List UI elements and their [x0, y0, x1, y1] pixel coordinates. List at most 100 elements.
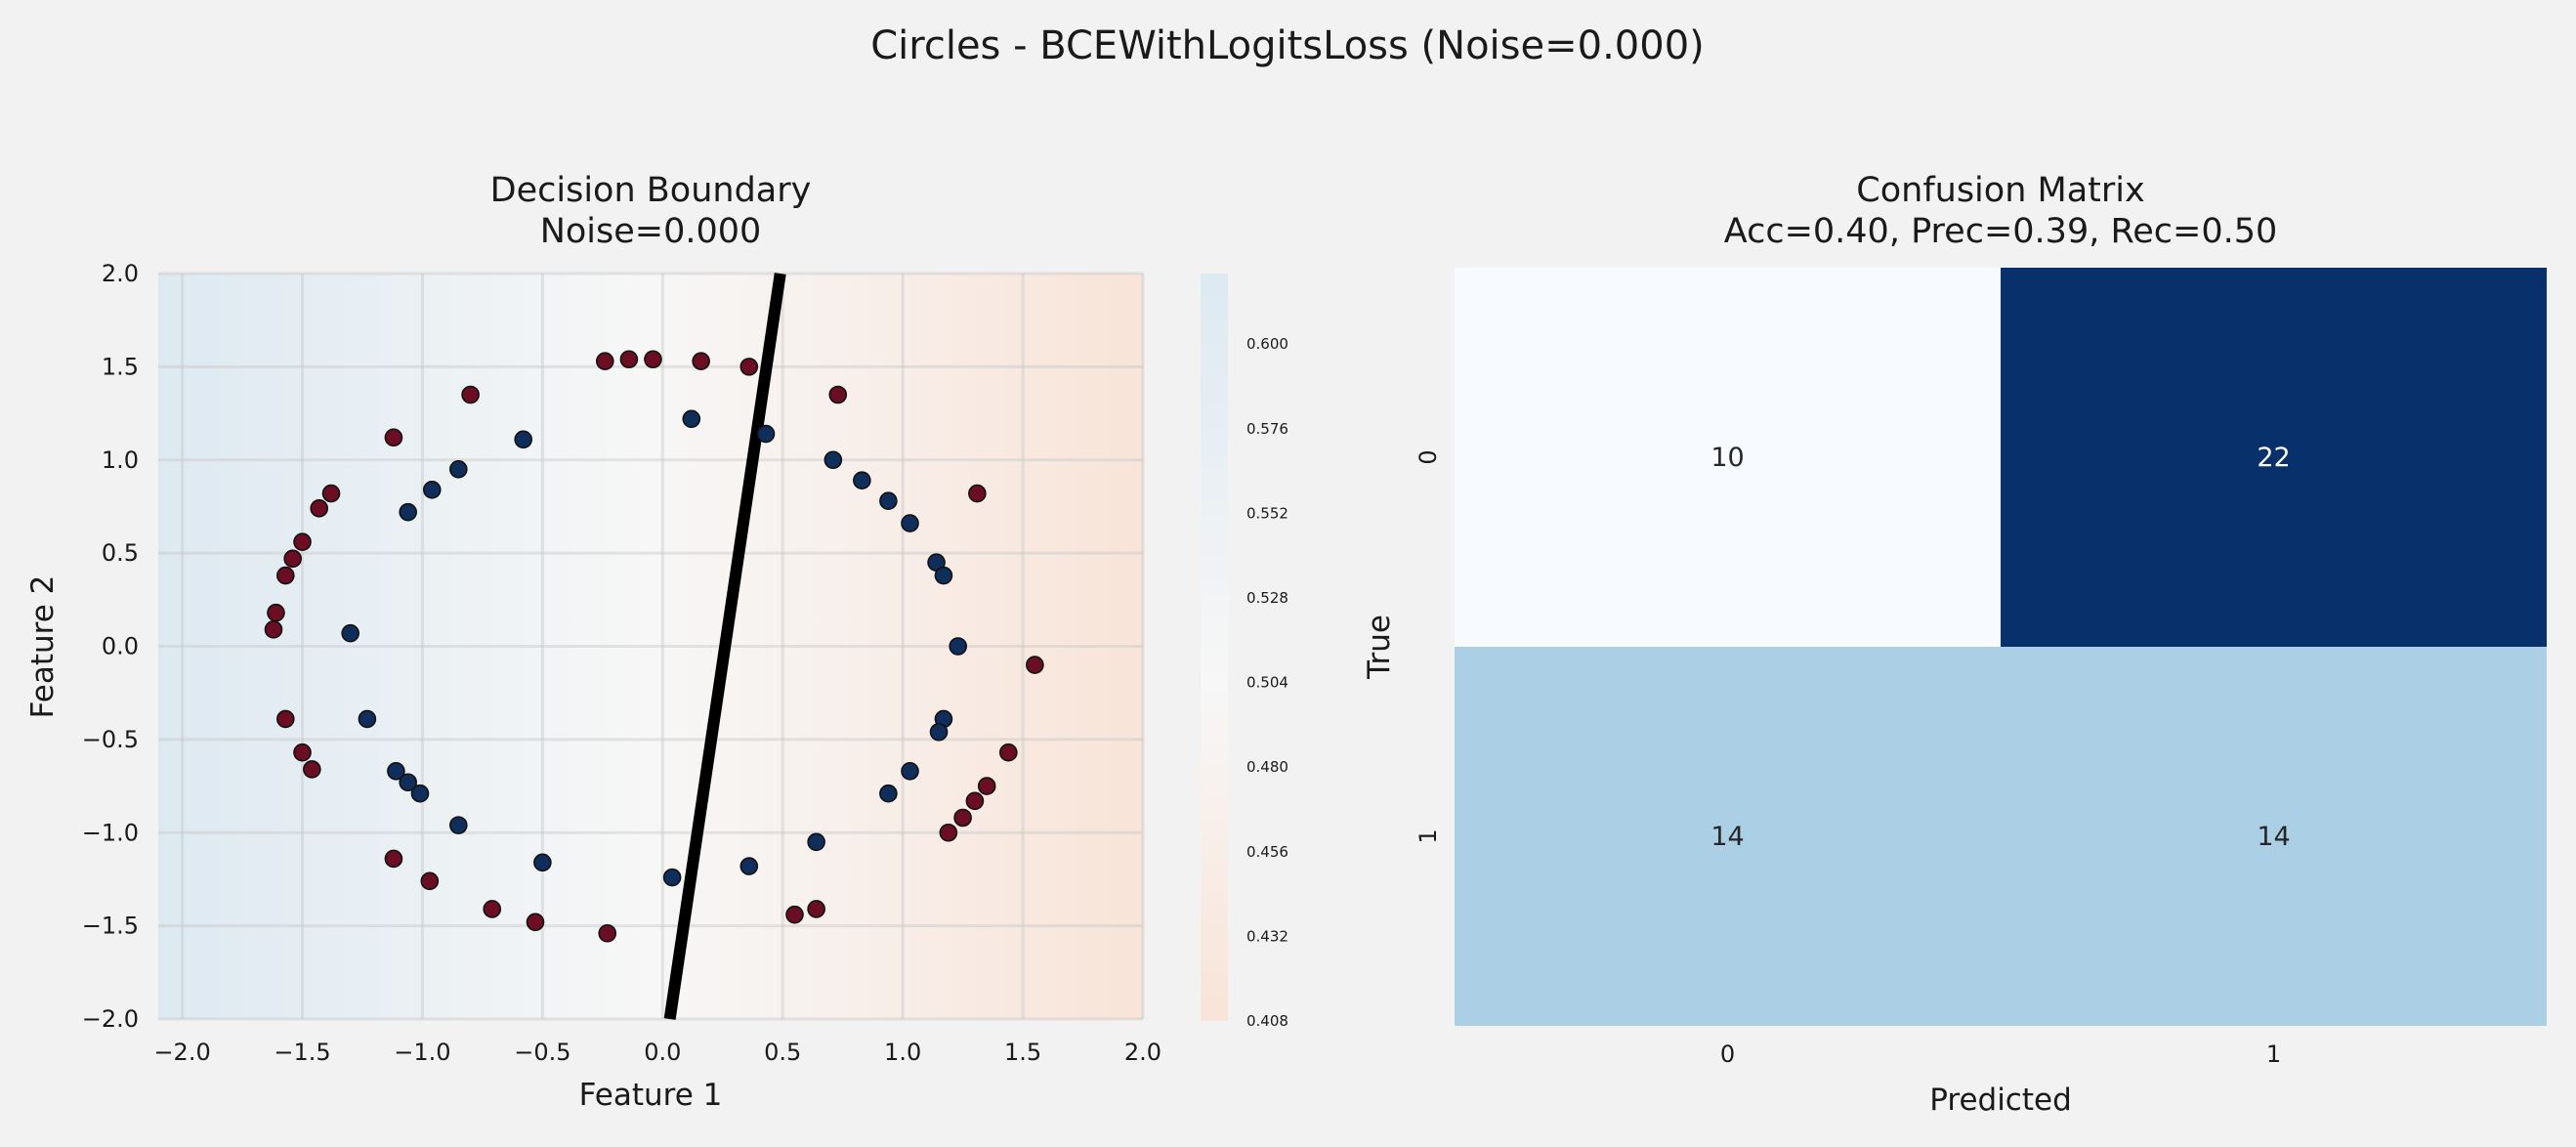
- probability-surface: [158, 274, 1143, 1019]
- y-tick-label: 1.0: [102, 446, 139, 474]
- colorbar-tick-labels: 0.600 0.576 0.552 0.528 0.504 0.480 0.456 0.432…: [1246, 335, 1288, 1030]
- data-point-class-1: [598, 923, 617, 943]
- data-point-class-1: [739, 358, 759, 376]
- colorbar-tick-label: 0.408: [1246, 1012, 1288, 1030]
- data-point-class-1: [384, 849, 403, 869]
- y-tick-label: 0.0: [102, 633, 139, 660]
- x-tick-label: 2.0: [1124, 1039, 1161, 1066]
- data-point-class-1: [264, 620, 283, 639]
- cm-cell-label: 14: [1710, 822, 1744, 852]
- colorbar-tick-label: 0.528: [1246, 589, 1288, 607]
- data-point-class-0: [853, 471, 871, 490]
- data-point-class-1: [384, 428, 403, 447]
- figure-title: Circles - BCEWithLogitsLoss (Noise=0.000…: [870, 23, 1705, 68]
- data-point-class-0: [387, 762, 405, 781]
- data-point-class-0: [807, 832, 825, 852]
- cm-x-tick-label: 1: [2266, 1041, 2281, 1068]
- data-point-class-1: [526, 913, 545, 932]
- y-tick-label: −2.0: [82, 1005, 139, 1033]
- colorbar-tick-label: 0.576: [1246, 420, 1288, 438]
- y-tick-label: 2.0: [102, 260, 139, 287]
- data-point-class-1: [644, 350, 662, 369]
- x-tick-labels: −2.0 −1.5 −1.0 −0.5 0.0 0.5 1.0 1.5 2.0: [153, 1039, 1161, 1066]
- data-point-class-0: [449, 816, 468, 834]
- decision-boundary-line: [663, 273, 786, 1020]
- colorbar-tick-label: 0.432: [1246, 927, 1288, 945]
- data-point-class-1: [977, 777, 996, 795]
- data-points: [264, 350, 1044, 943]
- data-point-class-0: [422, 480, 442, 499]
- cm-y-tick-label: 1: [1415, 828, 1442, 843]
- cm-cells: [1455, 268, 2547, 1026]
- data-point-class-1: [785, 905, 804, 924]
- data-point-class-1: [283, 549, 302, 569]
- data-point-class-1: [293, 743, 312, 762]
- decision-boundary-panel: Decision Boundary Noise=0.000 −2.0 −1.5 −1…: [25, 171, 1161, 1113]
- data-point-class-1: [293, 532, 312, 551]
- data-point-class-0: [358, 709, 377, 729]
- colorbar-tick-label: 0.552: [1246, 504, 1288, 522]
- cm-cell: [1455, 647, 2001, 1026]
- data-point-class-1: [999, 743, 1018, 762]
- grid-lines: [158, 272, 1145, 1021]
- cm-y-tick-label: 0: [1415, 449, 1442, 464]
- data-point-class-1: [953, 808, 972, 828]
- data-point-class-1: [595, 352, 614, 370]
- x-tick-label: −0.5: [514, 1039, 570, 1066]
- data-point-class-1: [1026, 656, 1044, 674]
- y-tick-label: 0.5: [102, 539, 139, 567]
- cm-y-axis-label: True: [1362, 615, 1397, 680]
- cm-x-tick-label: 0: [1720, 1041, 1735, 1068]
- cm-cell: [2001, 268, 2547, 647]
- confusion-matrix-panel: Confusion Matrix Acc=0.40, Prec=0.39, Re…: [1362, 171, 2547, 1118]
- data-point-class-1: [692, 352, 710, 370]
- x-tick-label: 0.0: [644, 1039, 681, 1066]
- data-point-class-0: [739, 857, 759, 875]
- x-tick-label: 1.0: [884, 1039, 921, 1066]
- data-point-class-1: [321, 484, 341, 503]
- y-axis-label: Feature 2: [25, 575, 61, 719]
- data-point-class-1: [483, 900, 502, 918]
- data-point-class-1: [303, 760, 321, 779]
- data-point-class-0: [756, 424, 776, 444]
- data-point-class-1: [420, 871, 440, 891]
- cm-cell: [2001, 647, 2547, 1026]
- colorbar-tick-label: 0.456: [1246, 843, 1288, 861]
- x-axis-label: Feature 1: [579, 1078, 723, 1113]
- data-point-class-1: [310, 499, 329, 518]
- colorbar-tick-label: 0.600: [1246, 335, 1288, 353]
- data-point-class-1: [807, 900, 825, 918]
- colorbar: 0.600 0.576 0.552 0.528 0.504 0.480 0.456 0.432…: [1201, 274, 1288, 1030]
- data-point-class-0: [901, 762, 919, 781]
- colorbar-tick-label: 0.504: [1246, 674, 1288, 692]
- data-point-class-0: [901, 514, 919, 532]
- x-tick-label: 0.5: [764, 1039, 801, 1066]
- colorbar-tick-label: 0.480: [1246, 758, 1288, 776]
- y-tick-label: 1.5: [102, 353, 139, 380]
- data-point-class-1: [939, 823, 958, 842]
- y-tick-label: −1.0: [82, 819, 139, 846]
- decision-title: Decision Boundary: [490, 171, 812, 210]
- cm-title: Confusion Matrix: [1856, 171, 2144, 210]
- data-point-class-0: [399, 773, 417, 792]
- x-tick-label: −1.5: [274, 1039, 330, 1066]
- y-tick-label: −1.5: [82, 913, 139, 940]
- y-tick-labels: −2.0 −1.5 −1.0 −0.5 0.0 0.5 1.0 1.5 2.0: [82, 260, 139, 1033]
- cm-subtitle: Acc=0.40, Prec=0.39, Rec=0.50: [1724, 212, 2278, 251]
- data-point-class-1: [267, 603, 285, 622]
- x-tick-label: −1.0: [394, 1039, 450, 1066]
- data-point-class-0: [929, 722, 949, 742]
- data-point-class-0: [934, 566, 953, 585]
- data-point-class-0: [662, 868, 682, 887]
- y-tick-label: −0.5: [82, 726, 139, 753]
- data-point-class-0: [879, 491, 898, 511]
- data-point-class-0: [949, 637, 967, 656]
- decision-subtitle: Noise=0.000: [540, 212, 762, 251]
- cm-cell-label: 22: [2257, 443, 2290, 473]
- data-point-class-0: [410, 784, 430, 803]
- x-tick-label: 1.5: [1004, 1039, 1041, 1066]
- data-point-class-1: [461, 385, 480, 404]
- data-point-class-0: [399, 502, 417, 522]
- data-point-class-0: [823, 450, 843, 470]
- data-point-class-1: [965, 791, 985, 811]
